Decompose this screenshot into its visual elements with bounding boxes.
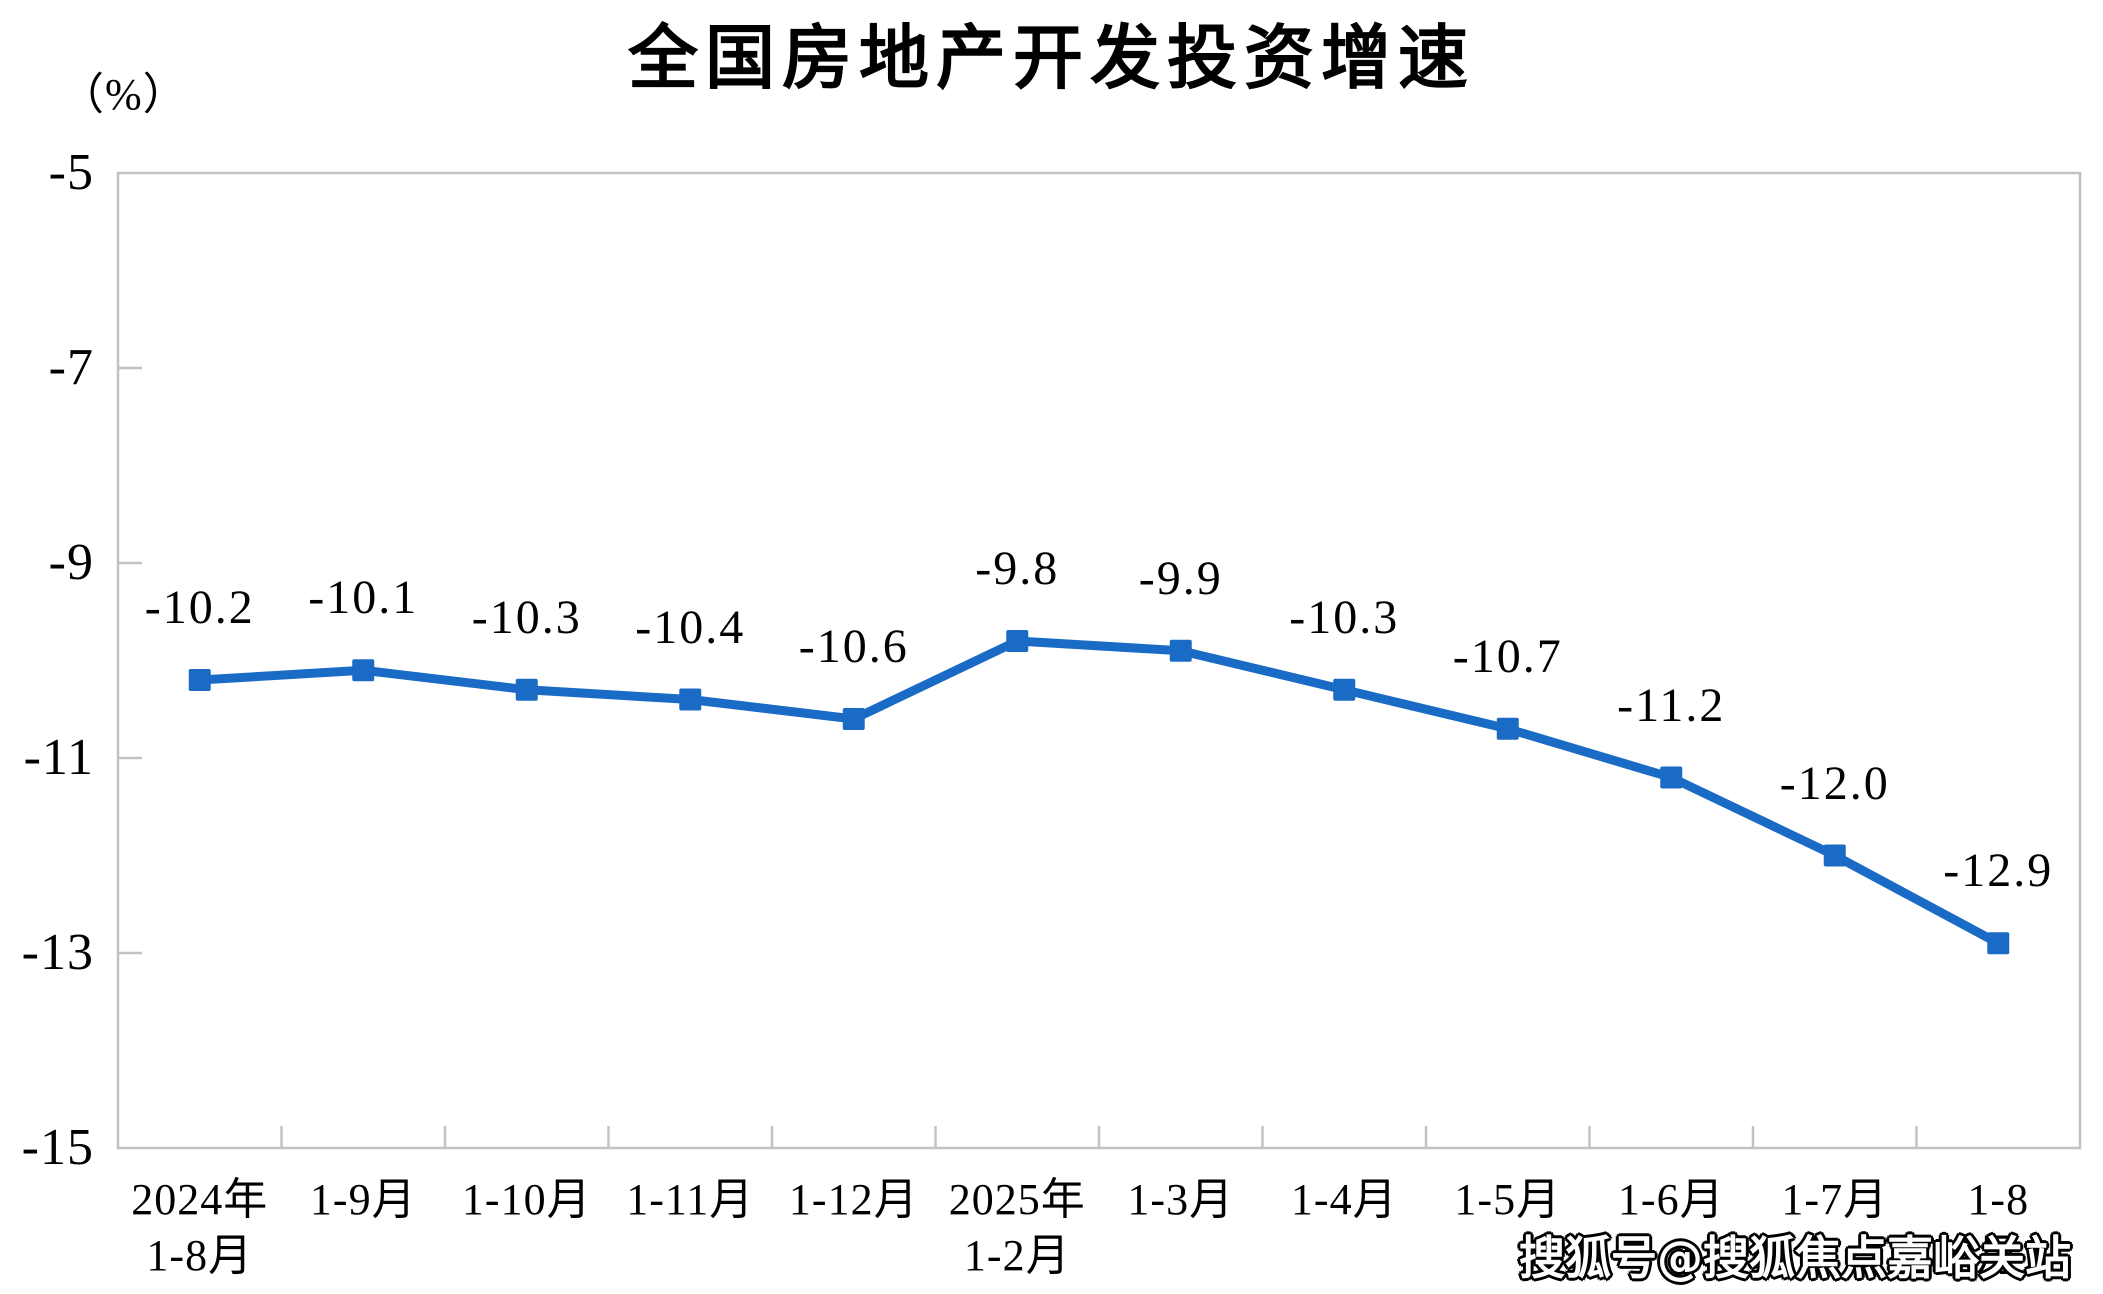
data-label: -12.0 bbox=[1779, 756, 1890, 810]
data-label: -10.6 bbox=[798, 620, 909, 673]
data-point-marker bbox=[352, 659, 375, 682]
data-label: -10.1 bbox=[308, 571, 419, 625]
data-label: -10.7 bbox=[1452, 629, 1563, 683]
data-point-marker bbox=[1823, 844, 1846, 867]
data-label: -9.8 bbox=[975, 542, 1060, 595]
series-line bbox=[195, 636, 2003, 948]
x-axis-label: 1-7月 bbox=[1781, 1175, 1889, 1224]
data-label: -11.2 bbox=[1617, 678, 1726, 732]
x-axis-label: 1-12月 bbox=[788, 1175, 919, 1224]
x-axis-label: 1-6月 bbox=[1617, 1175, 1725, 1224]
data-point-marker bbox=[1987, 932, 2010, 955]
y-axis-tick-label: -9 bbox=[48, 534, 94, 591]
data-label: -10.4 bbox=[635, 600, 746, 654]
data-label: -12.9 bbox=[1943, 844, 2054, 898]
x-axis-label: 1-3月 bbox=[1127, 1175, 1235, 1224]
x-axis-label: 2024年 1-8月 bbox=[131, 1175, 269, 1280]
data-label: -10.3 bbox=[471, 590, 582, 644]
watermark: 搜狐号@搜狐焦点嘉峪关站 bbox=[1519, 1231, 2071, 1285]
x-axis-label: 1-10月 bbox=[461, 1175, 592, 1224]
x-axis-label: 1-11月 bbox=[626, 1175, 755, 1224]
y-axis-tick-label: -15 bbox=[21, 1119, 94, 1176]
x-axis-label: 2025年 1-2月 bbox=[948, 1175, 1086, 1280]
data-point-marker bbox=[1169, 639, 1192, 662]
y-axis-tick-label: -11 bbox=[23, 729, 94, 786]
data-point-marker bbox=[1660, 766, 1683, 789]
data-point-marker bbox=[188, 669, 211, 691]
y-axis-tick-label: -7 bbox=[48, 339, 94, 396]
x-axis-label: 1-4月 bbox=[1290, 1175, 1398, 1224]
x-axis-label: 1-8月 bbox=[1967, 1175, 2030, 1280]
y-axis-unit-label: （%） bbox=[60, 70, 188, 119]
y-axis-tick-label: -5 bbox=[48, 144, 94, 201]
data-label: -10.2 bbox=[144, 581, 255, 634]
data-label: -10.3 bbox=[1289, 590, 1400, 644]
x-axis-label: 1-9月 bbox=[309, 1175, 417, 1224]
data-point-marker bbox=[515, 678, 538, 701]
data-point-marker bbox=[679, 688, 702, 711]
y-axis-tick-label: -13 bbox=[21, 924, 94, 981]
data-point-marker bbox=[1333, 678, 1356, 701]
x-axis-label: 1-5月 bbox=[1454, 1175, 1562, 1224]
data-point-marker bbox=[1006, 630, 1029, 652]
data-point-marker bbox=[1496, 717, 1519, 740]
plot-border bbox=[116, 171, 2082, 1150]
data-label: -9.9 bbox=[1138, 551, 1223, 605]
chart-title: 全国房地产开发投资增速 bbox=[628, 17, 1475, 99]
data-point-marker bbox=[842, 708, 865, 730]
